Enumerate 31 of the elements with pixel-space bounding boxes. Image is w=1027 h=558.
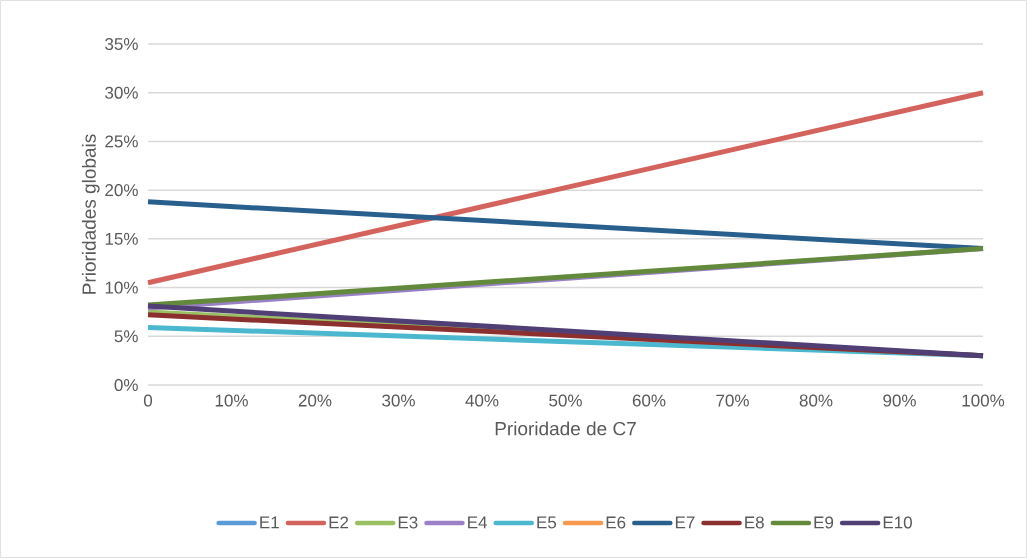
y-tick-label: 35% xyxy=(105,37,138,51)
legend-label: E5 xyxy=(537,516,557,529)
legend-label: E3 xyxy=(398,516,418,529)
legend-label: E9 xyxy=(814,516,834,529)
y-tick-label: 20% xyxy=(105,184,138,197)
x-tick-label: 90% xyxy=(883,394,916,407)
legend-label: E8 xyxy=(745,516,764,529)
x-tick-label: 30% xyxy=(382,394,415,407)
legend-label: E2 xyxy=(329,516,349,529)
x-tick-label: 50% xyxy=(549,394,582,407)
x-tick-label: 80% xyxy=(799,394,833,407)
legend-label: E4 xyxy=(468,516,487,529)
legend-label: E6 xyxy=(606,516,626,529)
y-axis-title: Prioridades globais xyxy=(81,134,100,294)
x-tick-label: 70% xyxy=(716,394,749,407)
x-tick-label: 40% xyxy=(465,394,499,407)
y-tick-label: 5% xyxy=(114,330,138,343)
y-tick-label: 10% xyxy=(105,281,138,294)
x-tick-label: 60% xyxy=(632,394,666,407)
y-tick-label: 25% xyxy=(105,135,138,148)
x-tick-label: 100% xyxy=(962,394,1005,407)
x-tick-label: 20% xyxy=(298,394,332,407)
x-tick-label: 0 xyxy=(143,394,153,407)
y-tick-label: 0% xyxy=(114,378,138,392)
legend-label: E7 xyxy=(675,516,695,529)
y-tick-label: 15% xyxy=(105,232,138,245)
x-tick-label: 10% xyxy=(215,394,248,407)
x-axis-title: Prioridade de C7 xyxy=(495,421,636,436)
legend-label: E1 xyxy=(260,516,279,529)
y-tick-label: 30% xyxy=(105,86,138,99)
legend-label: E10 xyxy=(883,516,912,529)
